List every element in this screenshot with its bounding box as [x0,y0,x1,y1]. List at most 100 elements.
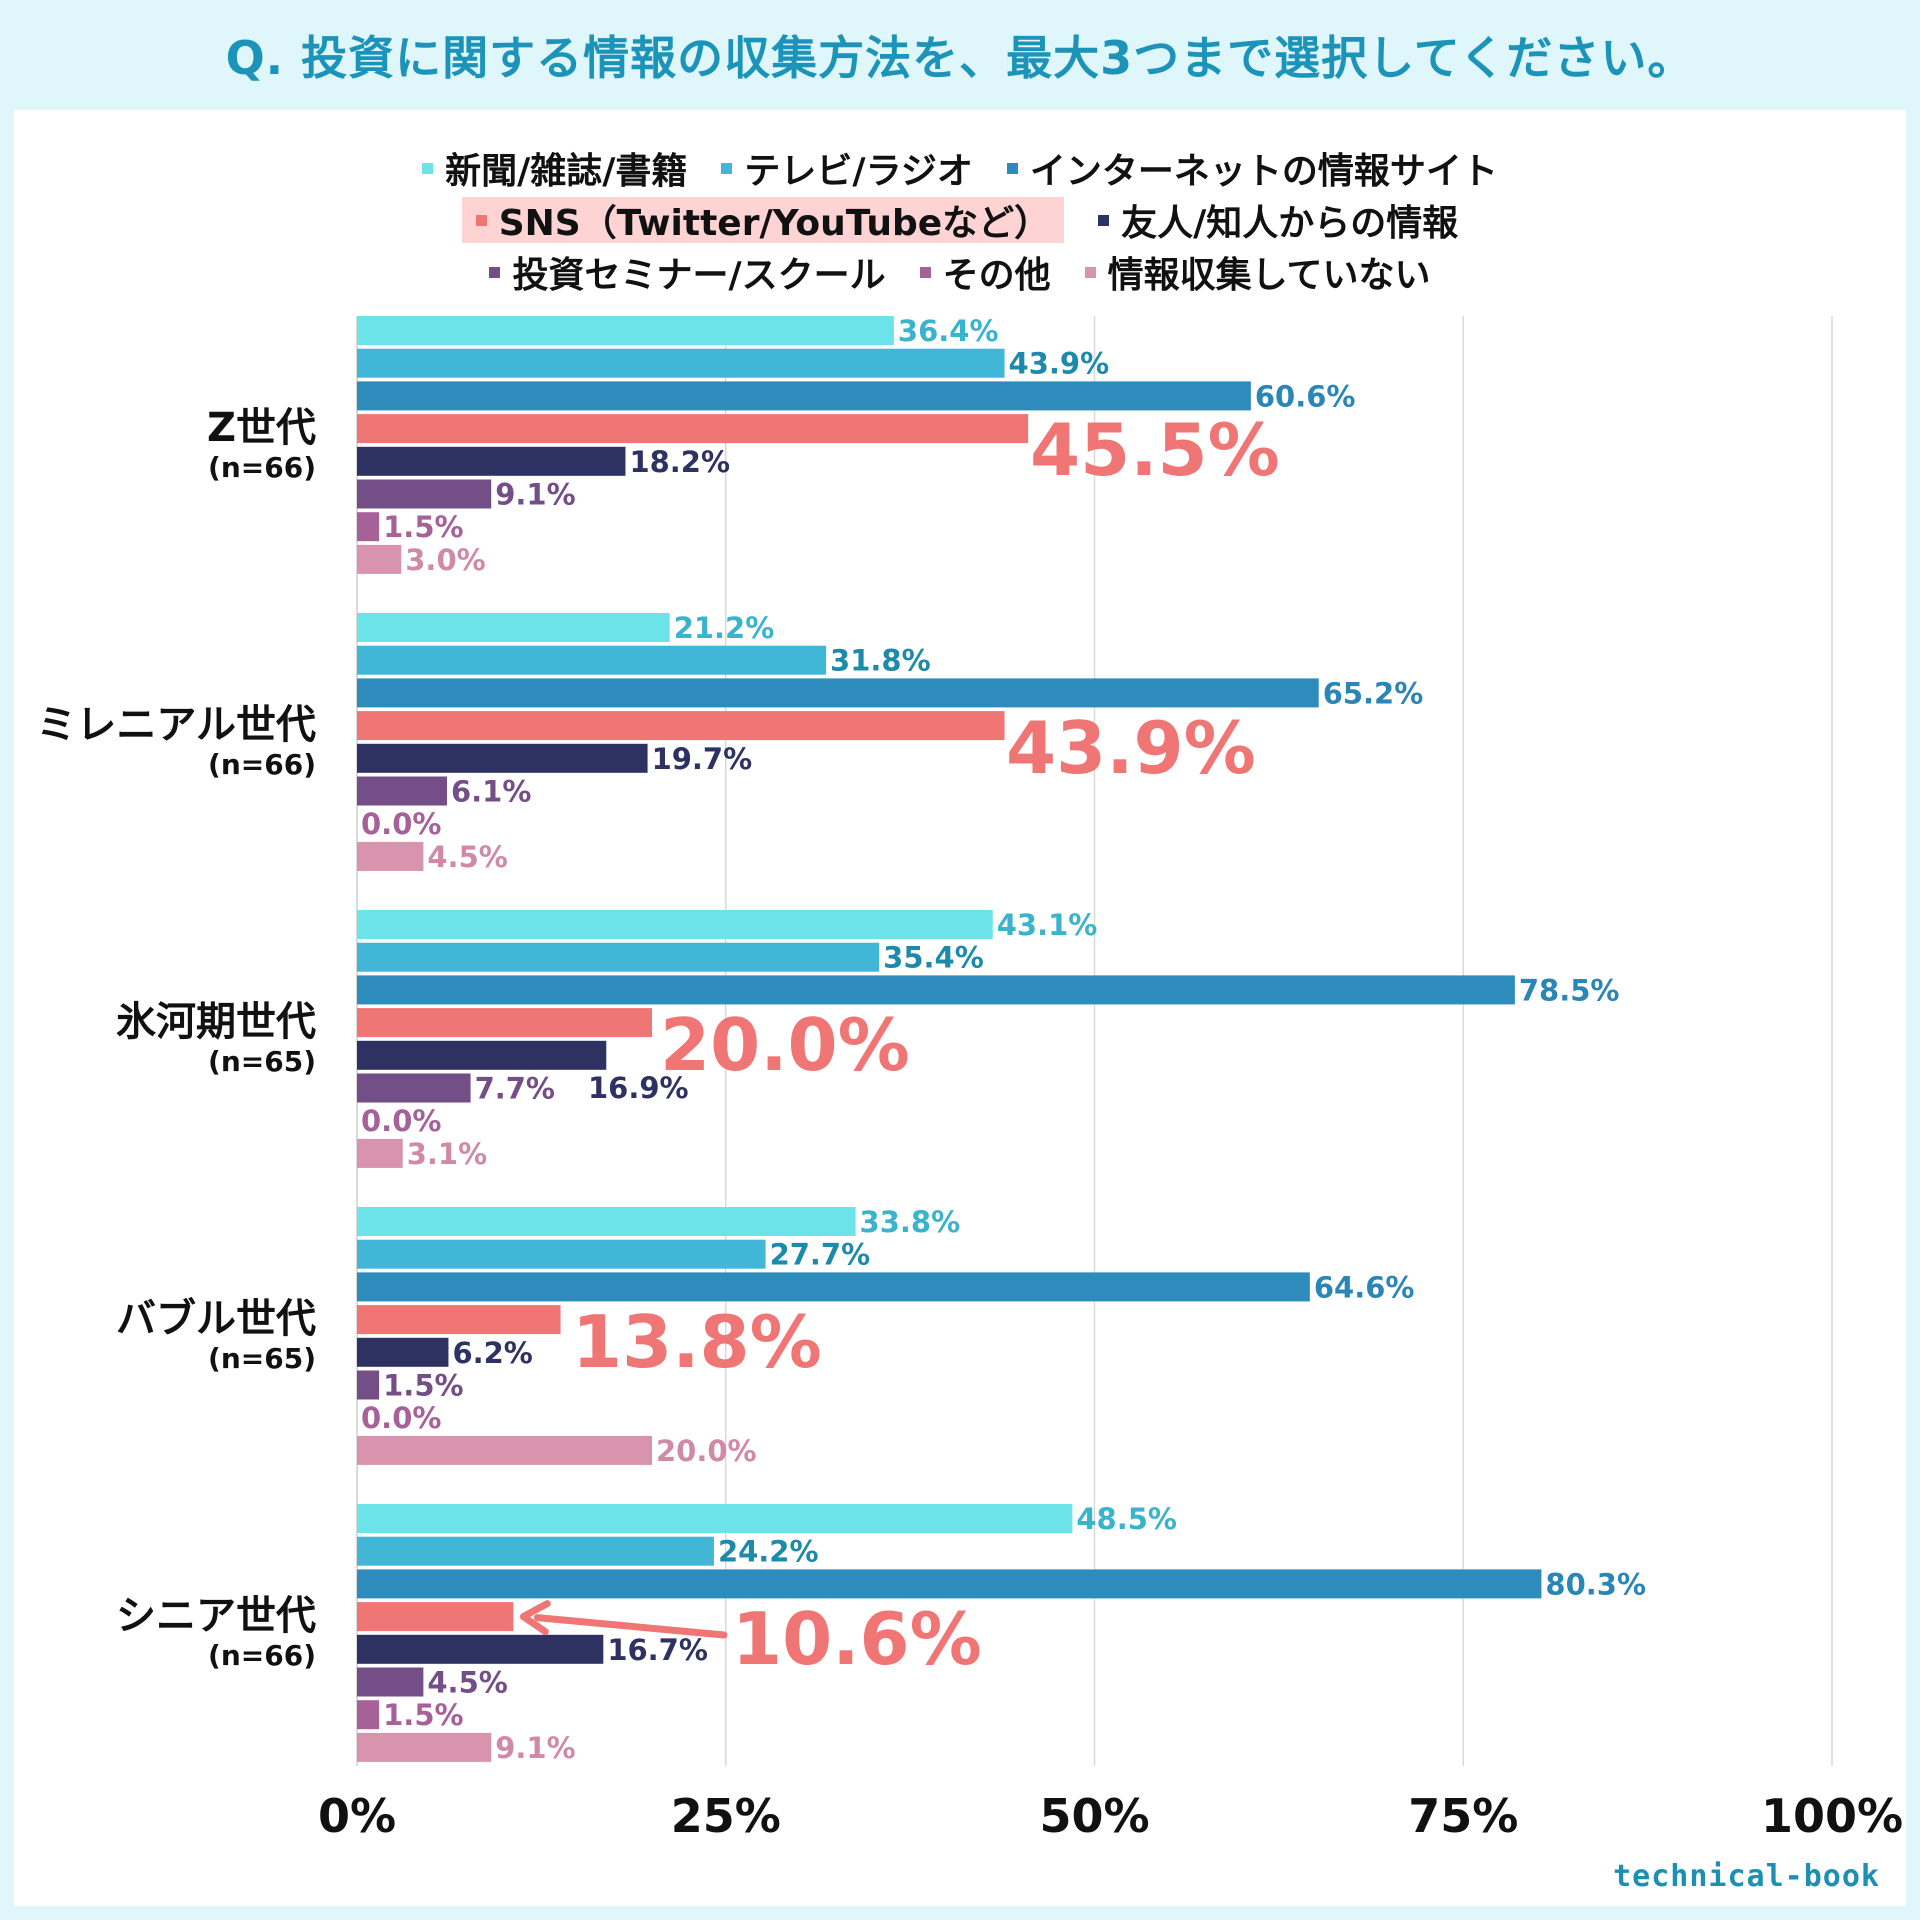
bar [357,1504,1073,1533]
bar [357,1435,652,1465]
value-label: 4.5% [427,840,507,874]
category-n-label: (n=66) [208,1639,316,1672]
category-n-label: (n=66) [208,748,316,781]
bar [357,1370,380,1400]
x-tick-label: 75% [1408,1789,1518,1843]
legend-swatch-internet [1006,162,1018,174]
legend-swatch-none [1084,266,1096,278]
legend-item-friends: 友人/知人からの情報 [1098,194,1458,246]
bar [357,348,1005,378]
category-n-label: (n=65) [208,1342,316,1375]
bar [357,942,880,972]
bar [357,316,894,345]
legend-label-tv-radio: テレビ/ラジオ [744,151,973,192]
bar [357,1239,766,1269]
category-label: Z世代 [207,405,316,451]
value-label: 18.2% [629,445,730,479]
category-n-label: (n=66) [208,451,316,484]
value-label: 65.2% [1323,676,1424,710]
data-labels: 36.4%43.9%60.6%45.5%18.2%9.1%1.5%3.0%21.… [361,314,1646,1765]
callout-arrow-shaft [533,1614,728,1639]
bar [357,975,1515,1005]
bar [357,678,1319,708]
value-label: 24.2% [718,1535,819,1569]
legend-label-seminar: 投資セミナー/スクール [512,255,886,296]
value-label: 9.1% [495,478,575,512]
value-label: 6.1% [451,775,531,809]
value-label: 27.7% [770,1238,871,1272]
value-label: 43.9% [1009,347,1110,381]
category-label: ミレニアル世代 [36,702,316,748]
category-label: 氷河期世代 [116,999,316,1045]
value-label: 19.7% [652,742,753,776]
legend-row-3: 投資セミナー/スクール その他 情報収集していない [489,246,1431,298]
bar [357,1569,1542,1599]
bar [357,613,670,642]
value-label: 35.4% [883,941,984,975]
legend-item-internet: インターネットの情報サイト [1006,142,1498,194]
bar [357,1008,652,1038]
x-tick-label: 25% [671,1789,781,1843]
value-label: 43.1% [997,908,1098,942]
value-label: 1.5% [383,1369,463,1403]
legend-item-other: その他 [919,246,1051,298]
sns-highlight-label: 20.0% [660,1003,910,1087]
value-label: 0.0% [361,807,441,841]
value-label: 21.2% [674,611,775,645]
bar [357,446,626,476]
legend-label-none: 情報収集していない [1107,255,1431,296]
legend-row-2: SNS（Twitter/YouTubeなど） 友人/知人からの情報 [461,194,1458,246]
bar [357,711,1005,741]
value-label: 64.6% [1314,1270,1415,1304]
legend-swatch-other [919,266,931,278]
legend-row-1: 新聞/雑誌/書籍 テレビ/ラジオ インターネットの情報サイト [422,142,1498,194]
bar [357,1536,714,1566]
sns-highlight-label: 45.5% [1030,408,1280,492]
bar [357,414,1029,444]
category-n-label: (n=65) [208,1045,316,1078]
legend-label-sns: SNS（Twitter/YouTubeなど） [498,203,1051,244]
bar [357,512,380,542]
bar [357,776,447,806]
value-label: 80.3% [1545,1567,1646,1601]
category-labels: Z世代(n=66)ミレニアル世代(n=66)氷河期世代(n=65)バブル世代(n… [36,405,316,1672]
legend: 新聞/雑誌/書籍 テレビ/ラジオ インターネットの情報サイト SNS（Twitt… [0,142,1920,298]
bar [357,1667,424,1697]
value-label: 6.2% [452,1336,532,1370]
value-label: 0.0% [361,1104,441,1138]
bar [357,1634,604,1664]
bar [357,1272,1310,1302]
value-label: 16.9% [588,1071,689,1105]
sns-highlight-label: 13.8% [572,1300,822,1384]
legend-label-internet: インターネットの情報サイト [1029,151,1498,192]
bar [357,381,1251,411]
sns-highlight-label: 43.9% [1006,706,1256,790]
legend-item-seminar: 投資セミナー/スクール [489,246,886,298]
value-label: 48.5% [1076,1502,1177,1536]
value-label: 78.5% [1519,973,1620,1007]
bar [357,1602,514,1632]
bar [357,1207,856,1236]
chart-title: Q. 投資に関する情報の収集方法を、最大3つまで選択してください。 [225,31,1695,85]
legend-label-newspaper: 新聞/雑誌/書籍 [445,151,688,192]
value-label: 1.5% [383,510,463,544]
bars [357,316,1542,1762]
value-label: 4.5% [427,1666,507,1700]
bar [357,1073,471,1103]
bar [357,544,402,574]
value-label: 31.8% [830,644,931,678]
value-label: 16.7% [607,1633,708,1667]
bar [357,645,827,675]
legend-swatch-tv-radio [721,162,733,174]
legend-swatch-newspaper [422,162,434,174]
value-label: 0.0% [361,1401,441,1435]
value-label: 3.1% [407,1137,487,1171]
bar [357,479,492,509]
category-label: シニア世代 [116,1593,316,1639]
x-axis-ticks: 0% 25% 50% 75% 100% [318,1789,1903,1843]
legend-item-none: 情報収集していない [1084,246,1431,298]
legend-swatch-friends [1098,214,1110,226]
bar [357,1305,561,1335]
value-label: 9.1% [495,1731,575,1765]
